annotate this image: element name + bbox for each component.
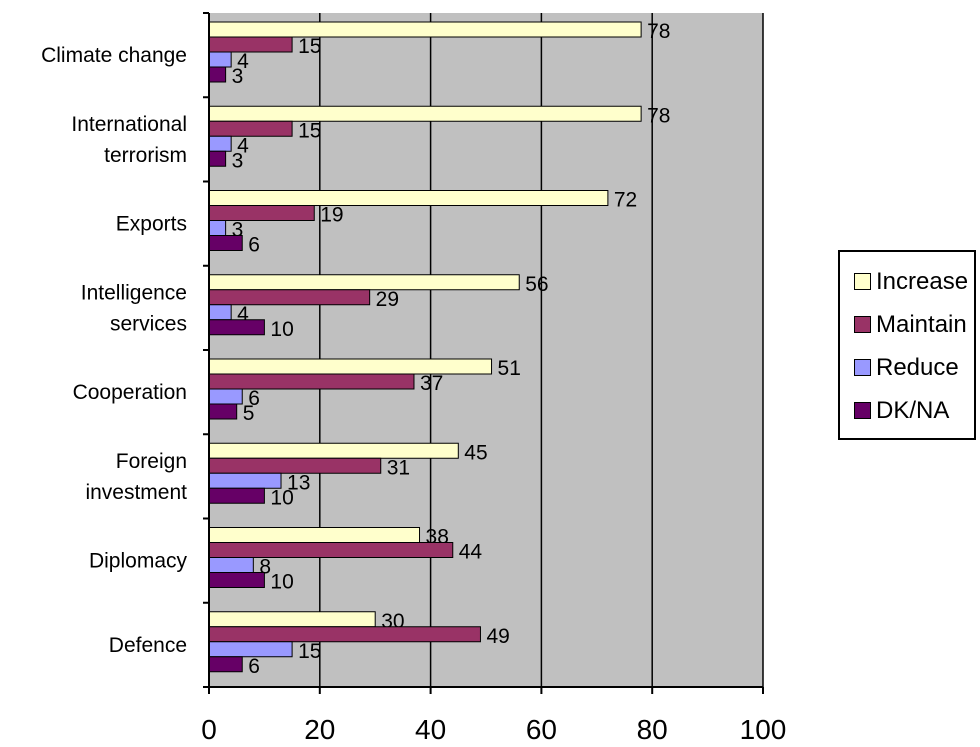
- legend-item-dk-na: DK/NA: [854, 389, 974, 432]
- bar-international-terrorism-increase: [208, 105, 642, 122]
- bar-exports-increase: [208, 190, 609, 206]
- bar-intelligence-services-increase: [208, 274, 520, 291]
- bar-diplomacy-maintain: [208, 542, 454, 558]
- data-label-exports-maintain: 19: [320, 204, 343, 227]
- legend-item-reduce: Reduce: [854, 346, 974, 389]
- data-label-cooperation-dk-na: 5: [243, 402, 255, 425]
- legend-label-maintain: Maintain: [876, 310, 967, 338]
- bar-exports-maintain: [208, 205, 315, 221]
- bar-climate-change-increase: [208, 21, 642, 38]
- bar-diplomacy-increase: [208, 527, 421, 543]
- plot-area: [209, 13, 763, 687]
- legend: Increase Maintain Reduce DK/NA: [838, 250, 976, 440]
- bar-defence-maintain: [208, 626, 481, 643]
- data-label-cooperation-increase: 51: [498, 357, 521, 380]
- bar-diplomacy-reduce: [208, 557, 254, 573]
- legend-swatch-maintain: [854, 316, 871, 333]
- bar-defence-increase: [208, 611, 376, 628]
- bar-international-terrorism-reduce: [208, 135, 232, 152]
- bar-cooperation-maintain: [208, 373, 415, 390]
- data-label-climate-change-increase: 78: [647, 20, 670, 43]
- bar-foreign-investment-increase: [208, 442, 459, 459]
- bar-foreign-investment-dk-na: [208, 487, 265, 504]
- data-label-foreign-investment-maintain: 31: [387, 456, 410, 479]
- data-label-foreign-investment-dk-na: 10: [270, 486, 293, 509]
- bar-cooperation-increase: [208, 358, 493, 375]
- bar-climate-change-reduce: [208, 51, 232, 68]
- legend-label-dk-na: DK/NA: [876, 396, 950, 424]
- category-label-defence: Defence: [109, 634, 187, 657]
- bar-exports-dk-na: [208, 235, 243, 251]
- legend-swatch-reduce: [854, 359, 871, 376]
- bar-international-terrorism-maintain: [208, 120, 293, 137]
- category-label-intelligence-services: Intelligence services: [81, 281, 187, 335]
- legend-item-increase: Increase: [854, 260, 974, 303]
- bar-intelligence-services-maintain: [208, 289, 371, 306]
- category-label-foreign-investment: Foreign investment: [85, 450, 187, 504]
- data-label-international-terrorism-increase: 78: [647, 104, 670, 127]
- legend-swatch-dk-na: [854, 402, 871, 419]
- bar-intelligence-services-reduce: [208, 304, 232, 321]
- data-label-intelligence-services-dk-na: 10: [270, 318, 293, 341]
- data-label-diplomacy-reduce: 8: [259, 556, 271, 579]
- x-tick-label-40: 40: [415, 714, 446, 745]
- data-label-foreign-investment-increase: 45: [464, 441, 487, 464]
- x-tick-label-20: 20: [304, 714, 335, 745]
- legend-label-increase: Increase: [876, 267, 969, 295]
- data-label-cooperation-maintain: 37: [420, 372, 443, 395]
- data-label-cooperation-reduce: 6: [248, 387, 260, 410]
- data-label-diplomacy-maintain: 44: [459, 541, 483, 564]
- x-tick-label-80: 80: [637, 714, 668, 745]
- bar-climate-change-dk-na: [208, 66, 227, 83]
- bar-climate-change-maintain: [208, 36, 293, 53]
- x-tick-label-0: 0: [201, 714, 217, 745]
- data-label-defence-dk-na: 6: [248, 655, 260, 678]
- data-label-international-terrorism-dk-na: 3: [232, 149, 244, 172]
- data-label-climate-change-dk-na: 3: [232, 65, 244, 88]
- data-label-exports-increase: 72: [614, 189, 637, 212]
- category-label-diplomacy: Diplomacy: [89, 550, 188, 573]
- category-label-international-terrorism: International terrorism: [71, 113, 187, 167]
- data-label-defence-reduce: 15: [298, 640, 321, 663]
- data-label-climate-change-reduce: 4: [237, 50, 249, 73]
- data-label-intelligence-services-increase: 56: [525, 273, 548, 296]
- data-label-intelligence-services-maintain: 29: [376, 288, 399, 311]
- bar-defence-dk-na: [208, 656, 243, 673]
- x-tick-label-100: 100: [740, 714, 787, 745]
- x-tick-label-60: 60: [526, 714, 557, 745]
- category-label-climate-change: Climate change: [41, 44, 187, 67]
- category-label-cooperation: Cooperation: [73, 381, 187, 404]
- bar-exports-reduce: [208, 220, 227, 236]
- legend-item-maintain: Maintain: [854, 303, 974, 346]
- data-label-climate-change-maintain: 15: [298, 35, 321, 58]
- data-label-international-terrorism-reduce: 4: [237, 134, 249, 157]
- data-label-foreign-investment-reduce: 13: [287, 471, 310, 494]
- data-label-exports-reduce: 3: [232, 219, 244, 242]
- bar-cooperation-reduce: [208, 388, 243, 405]
- bar-diplomacy-dk-na: [208, 572, 265, 588]
- bar-international-terrorism-dk-na: [208, 150, 227, 167]
- bar-intelligence-services-dk-na: [208, 319, 265, 336]
- category-label-exports: Exports: [116, 213, 187, 236]
- legend-swatch-increase: [854, 273, 871, 290]
- data-label-international-terrorism-maintain: 15: [298, 119, 321, 142]
- bar-cooperation-dk-na: [208, 403, 238, 420]
- data-label-exports-dk-na: 6: [248, 234, 260, 257]
- data-label-defence-maintain: 49: [486, 625, 509, 648]
- legend-label-reduce: Reduce: [876, 353, 959, 381]
- data-label-diplomacy-dk-na: 10: [270, 571, 293, 594]
